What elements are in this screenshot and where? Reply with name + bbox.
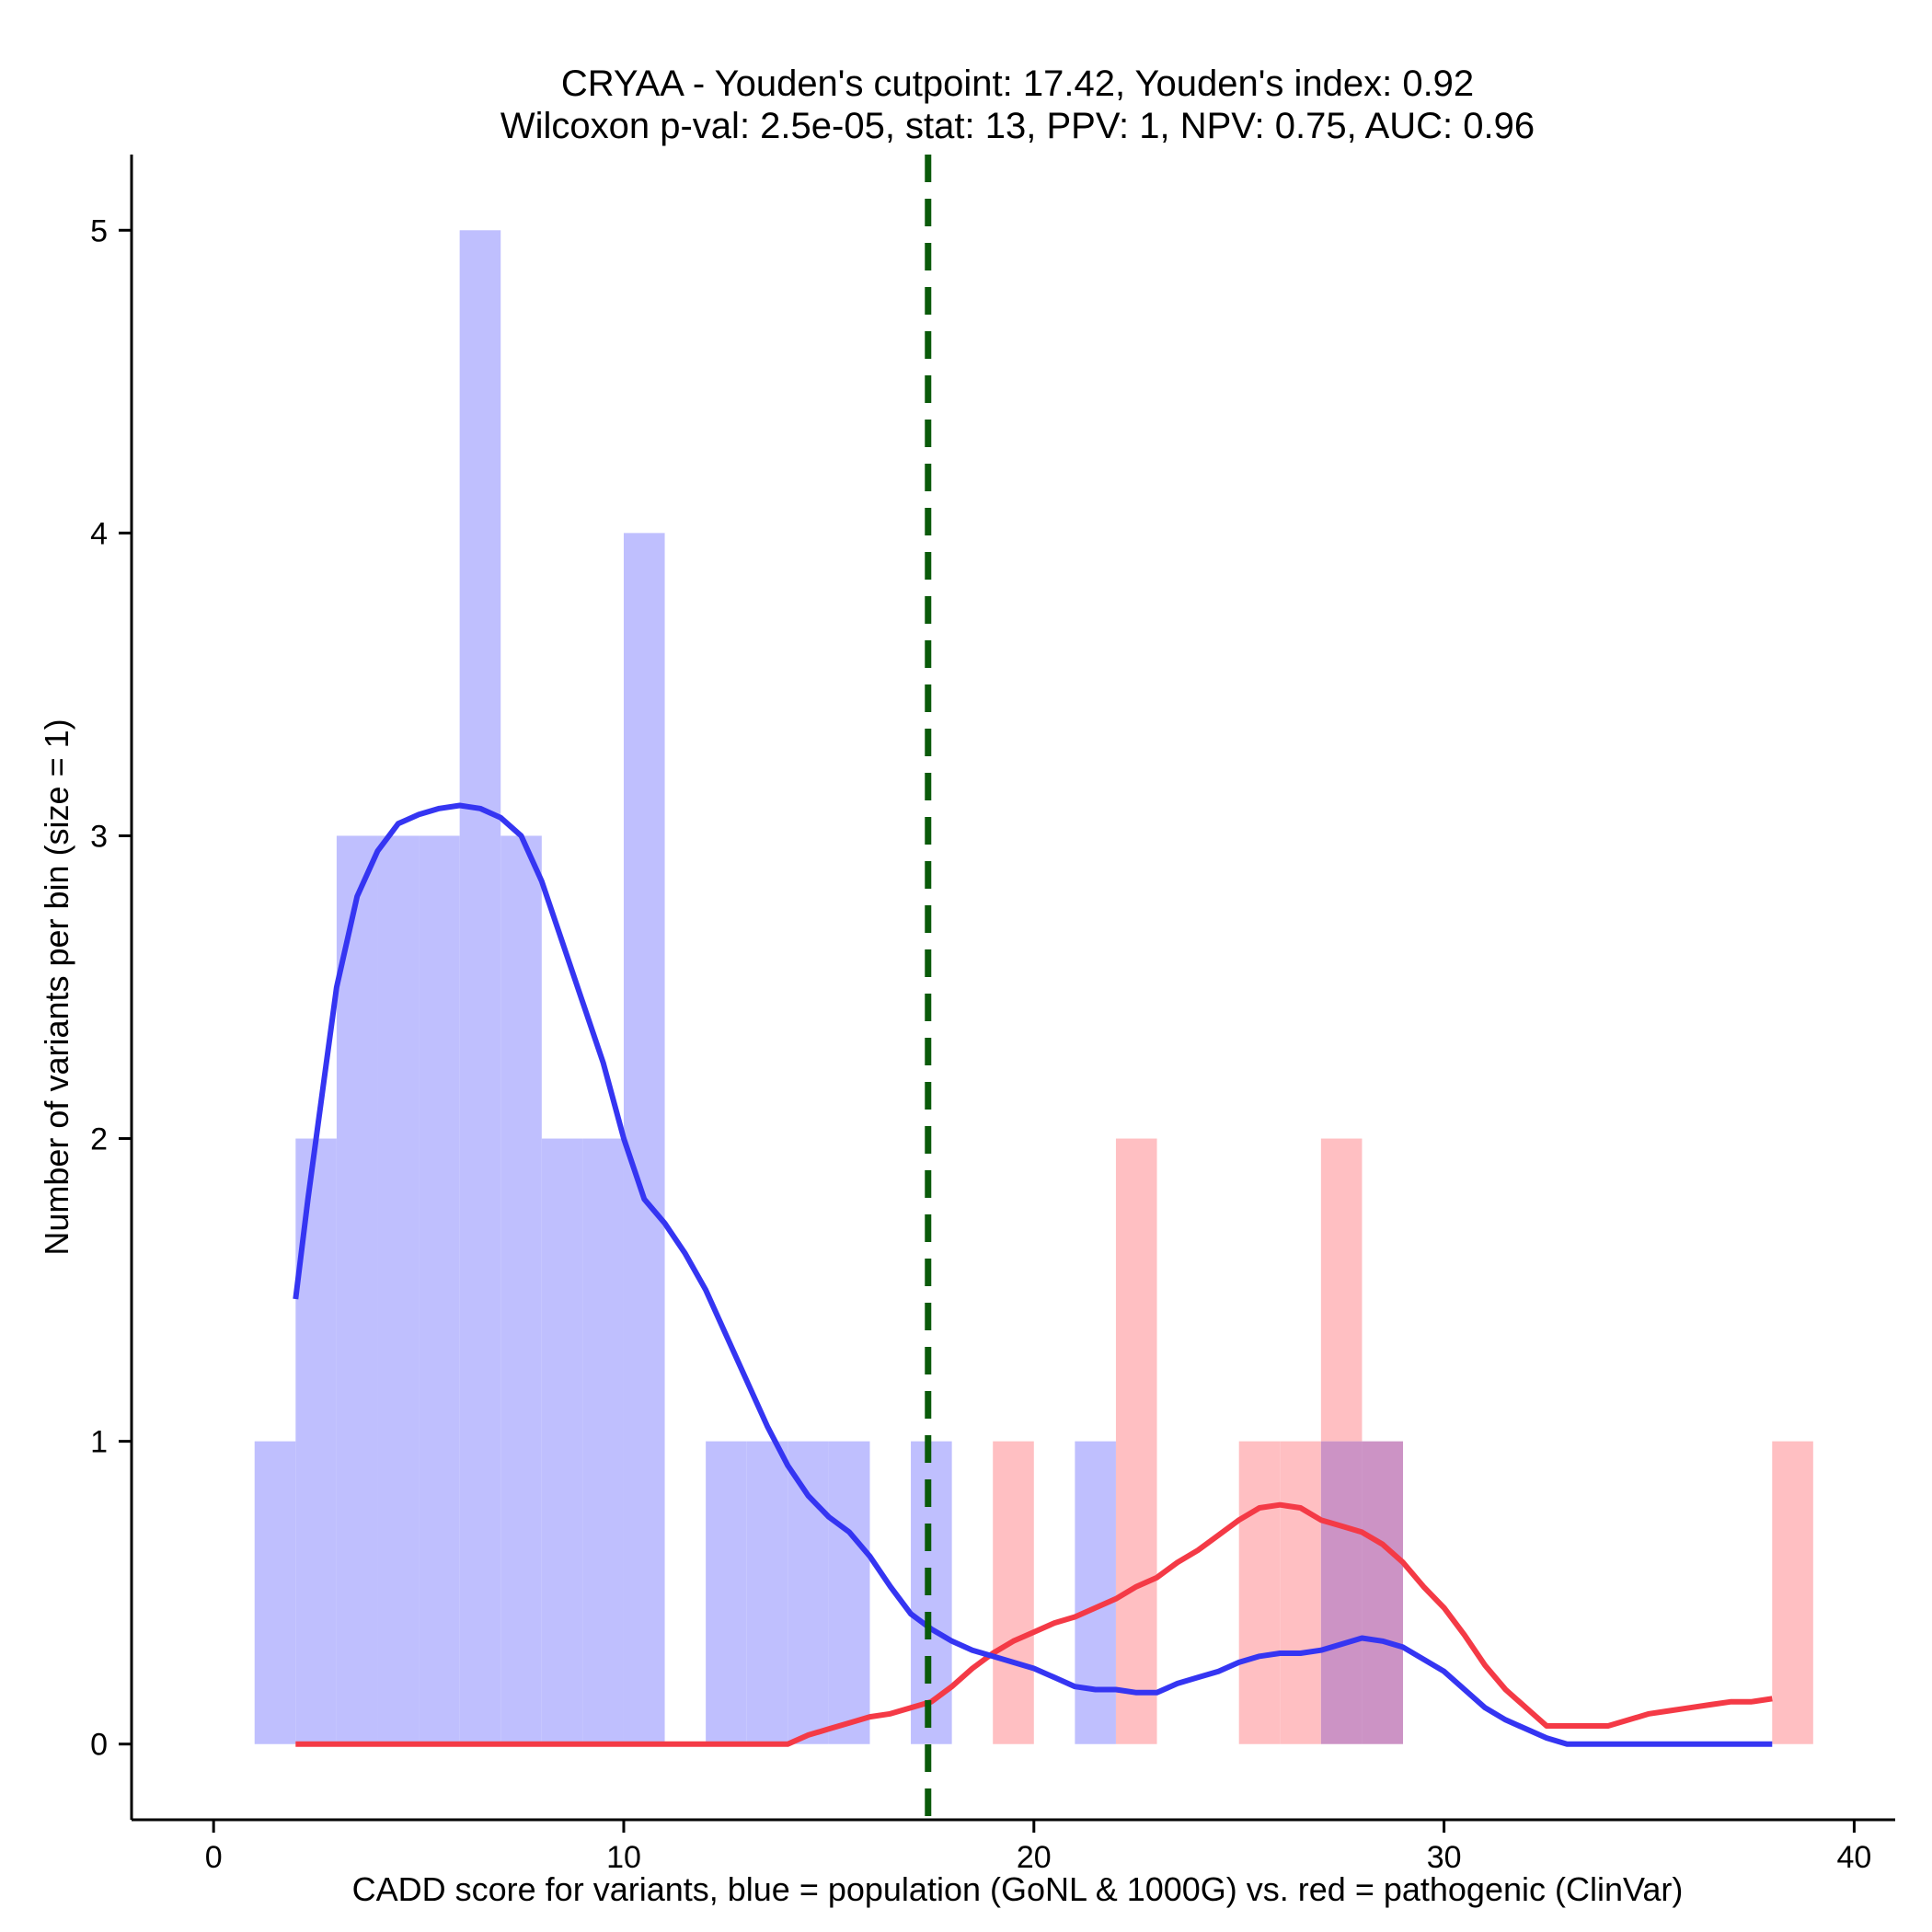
population-bar [254, 1441, 296, 1744]
population-bar [1075, 1441, 1116, 1744]
pathogenic-bar [1115, 1138, 1157, 1744]
density-curves [293, 802, 1773, 1747]
population-bar [419, 835, 460, 1744]
population-bar [459, 230, 501, 1744]
population-bar [582, 1138, 624, 1744]
y-tick-label: 4 [90, 516, 108, 551]
pathogenic-bar [1320, 1138, 1363, 1442]
y-tick-label: 3 [90, 819, 108, 854]
x-tick-label: 20 [1017, 1840, 1052, 1875]
y-tick-label: 1 [90, 1425, 108, 1460]
population-bar [541, 1138, 583, 1744]
pathogenic-bar [1280, 1441, 1321, 1744]
pathogenic-density-line [295, 1501, 1773, 1747]
x-tick-label: 10 [606, 1840, 641, 1875]
chart-title-line2: Wilcoxon p-val: 2.5e-05, stat: 13, PPV: … [500, 106, 1535, 146]
population-bar [746, 1441, 788, 1744]
pathogenic-bar [993, 1441, 1034, 1744]
overlap-bar [1320, 1441, 1363, 1744]
x-tick-label: 0 [205, 1840, 223, 1875]
population-bar [500, 835, 542, 1744]
x-axis-label: CADD score for variants, blue = populati… [352, 1870, 1684, 1908]
y-axis-label: Number of variants per bin (size = 1) [38, 719, 75, 1255]
overlap-bar [1362, 1441, 1404, 1744]
pathogenic-bar [1238, 1441, 1281, 1744]
population-bar [336, 835, 378, 1744]
population-bar [706, 1441, 747, 1744]
x-tick-label: 30 [1427, 1840, 1462, 1875]
y-tick-label: 2 [90, 1122, 108, 1157]
chart-title-line1: CRYAA - Youden's cutpoint: 17.42, Youden… [561, 63, 1474, 104]
axes: 0 10 20 30 40 0 1 2 3 4 5 [90, 155, 1895, 1875]
pathogenic-bar [1772, 1441, 1813, 1744]
population-bar [788, 1441, 829, 1744]
population-bar [828, 1441, 870, 1744]
histogram-bars [254, 230, 1813, 1744]
y-tick-label: 5 [90, 213, 108, 248]
population-bar [623, 533, 665, 1744]
y-tick-label: 0 [90, 1728, 108, 1763]
population-density-line [293, 802, 1773, 1747]
population-bar [377, 835, 420, 1744]
x-tick-label: 40 [1837, 1840, 1872, 1875]
